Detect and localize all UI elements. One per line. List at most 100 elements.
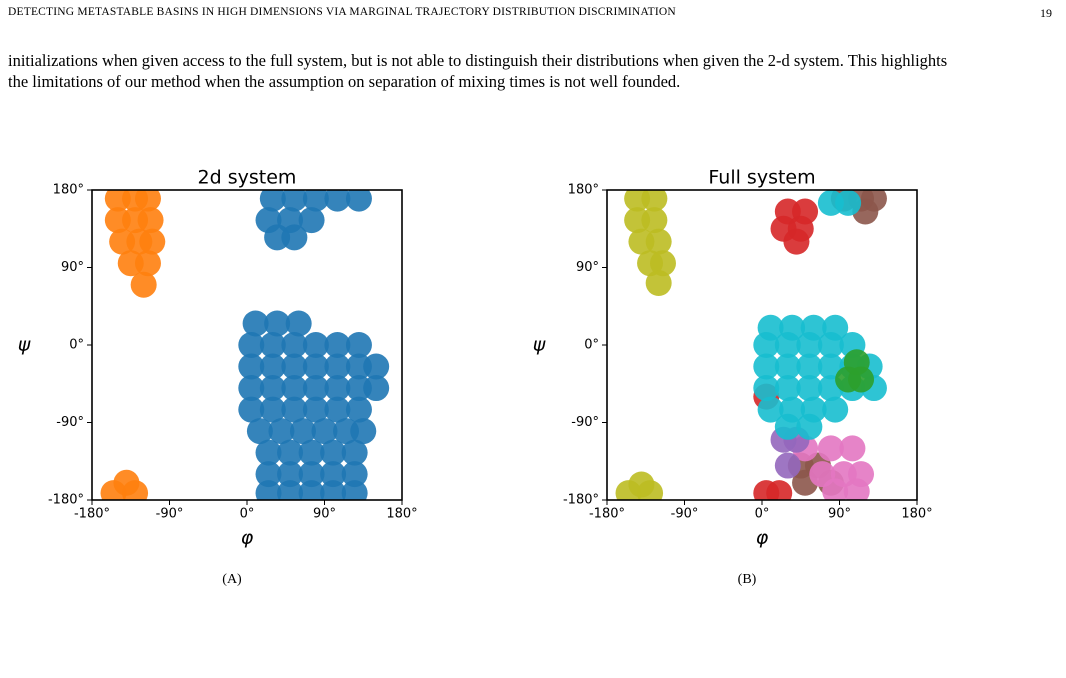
- plot-area: [615, 190, 887, 500]
- chart-title: 2d system: [198, 167, 297, 189]
- scatter-point: [628, 471, 655, 498]
- x-tick-label: 0°: [240, 507, 255, 522]
- scatter-point: [324, 396, 351, 423]
- page-number: 19: [1040, 6, 1052, 20]
- scatter-point: [139, 228, 166, 255]
- scatter-point: [259, 332, 286, 358]
- scatter-point: [753, 332, 780, 358]
- scatter-point: [839, 435, 866, 462]
- scatter-point: [113, 469, 140, 496]
- caption: (A): [222, 572, 242, 587]
- scatter-point: [822, 396, 849, 423]
- y-tick-label: 0°: [584, 338, 599, 353]
- scatter-point: [281, 353, 308, 380]
- x-axis-label: φ: [241, 527, 254, 549]
- scatter-point: [259, 353, 286, 380]
- scatter-point: [130, 271, 157, 298]
- scatter-point: [843, 349, 870, 376]
- y-tick-label: 90°: [61, 260, 84, 275]
- scatter-point: [134, 250, 161, 277]
- x-tick-label: 0°: [755, 507, 770, 522]
- scatter-point: [268, 418, 295, 445]
- scatter-point: [255, 480, 282, 500]
- scatter-point: [242, 310, 269, 337]
- scatter-point: [281, 396, 308, 423]
- scatter-point: [302, 353, 329, 380]
- scatter-point: [320, 439, 347, 466]
- scatter-point: [822, 478, 849, 500]
- x-tick-label: 180°: [901, 507, 932, 522]
- scatter-point: [259, 375, 286, 402]
- scatter-point: [774, 332, 801, 358]
- scatter-point: [774, 452, 801, 479]
- scatter-point: [766, 480, 793, 500]
- scatter-point: [341, 439, 368, 466]
- scatter-point: [320, 480, 347, 500]
- scatter-point: [645, 228, 672, 255]
- scatter-point: [320, 461, 347, 488]
- y-tick-label: -90°: [571, 415, 599, 430]
- scatter-point: [289, 418, 316, 445]
- scatter-point: [255, 461, 282, 488]
- scatter-point: [311, 418, 338, 445]
- scatter-point: [753, 375, 780, 402]
- scatter-point: [796, 332, 823, 358]
- scatter-point: [298, 461, 325, 488]
- scatter-point: [363, 353, 390, 380]
- scatter-point: [324, 375, 351, 402]
- scatter-point: [345, 332, 372, 358]
- scatter-point: [645, 270, 672, 296]
- x-tick-label: -180°: [589, 507, 625, 522]
- scatter-point: [843, 478, 870, 500]
- x-tick-label: 180°: [386, 507, 417, 522]
- scatter-point: [246, 418, 273, 445]
- scatter-point: [753, 353, 780, 380]
- scatter-point: [350, 418, 377, 445]
- y-axis-label: ψ: [533, 334, 546, 356]
- running-header: DETECTING METASTABLE BASINS IN HIGH DIME…: [8, 6, 676, 18]
- scatter-point: [302, 332, 329, 358]
- scatter-point: [255, 439, 282, 466]
- scatter-point: [774, 413, 801, 440]
- scatter-point: [324, 332, 351, 358]
- scatter-point: [835, 190, 862, 216]
- scatter-point: [817, 332, 844, 358]
- scatter-point: [281, 224, 308, 251]
- scatter-point: [796, 353, 823, 380]
- scatter-point: [259, 190, 286, 212]
- y-tick-label: 180°: [53, 183, 84, 198]
- caption: (B): [738, 572, 757, 587]
- scatter-point: [363, 375, 390, 402]
- x-tick-label: 90°: [313, 507, 336, 522]
- scatter-point: [817, 435, 844, 462]
- scatter-point: [302, 190, 329, 212]
- y-tick-label: 0°: [69, 338, 84, 353]
- y-tick-label: -180°: [48, 493, 84, 508]
- scatter-point: [277, 480, 304, 500]
- plot-area: [100, 190, 390, 500]
- scatter-point: [298, 207, 325, 234]
- scatter-point: [137, 207, 164, 234]
- y-tick-label: 180°: [568, 183, 599, 198]
- scatter-point: [341, 480, 368, 500]
- scatter-point: [641, 190, 668, 212]
- scatter-point: [649, 250, 676, 277]
- chart-title: Full system: [708, 167, 815, 189]
- y-axis-label: ψ: [18, 334, 31, 356]
- scatter-point: [324, 353, 351, 380]
- scatter-point: [774, 375, 801, 402]
- y-tick-label: -90°: [56, 415, 84, 430]
- y-tick-label: -180°: [563, 493, 599, 508]
- scatter-point: [238, 375, 265, 402]
- scatter-point: [281, 375, 308, 402]
- paragraph: initializations when given access to the…: [8, 51, 948, 91]
- scatter-point: [277, 439, 304, 466]
- scatter-point: [298, 480, 325, 500]
- scatter-point: [238, 353, 265, 380]
- scatter-point: [302, 375, 329, 402]
- scatter-point: [324, 190, 351, 212]
- scatter-point: [774, 353, 801, 380]
- scatter-point: [345, 190, 372, 212]
